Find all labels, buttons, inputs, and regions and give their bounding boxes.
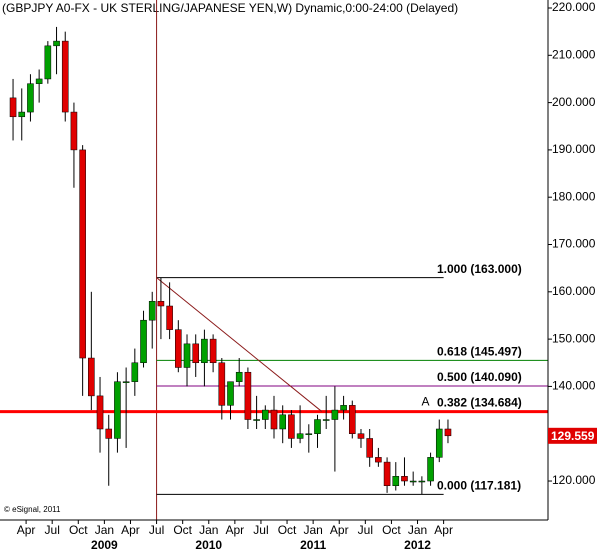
trend-line — [156, 277, 323, 412]
candle-body — [209, 338, 217, 364]
candle-body — [322, 419, 330, 421]
candle-body — [235, 371, 243, 382]
candle-body — [175, 329, 182, 368]
candle-body — [61, 40, 69, 113]
candle-body — [444, 428, 452, 437]
candle-body — [35, 78, 43, 84]
candle-body — [166, 305, 173, 330]
candle-body — [70, 111, 78, 151]
y-tick-label: 220.000 — [552, 0, 596, 14]
y-tick-label: 120.000 — [552, 473, 596, 487]
x-tick-label: Jan — [95, 523, 114, 537]
y-tick-label: 200.000 — [552, 95, 596, 109]
candle-body — [218, 362, 226, 406]
candle-body — [192, 343, 200, 364]
y-tick-label: 210.000 — [552, 47, 596, 61]
candle-body — [270, 409, 278, 430]
candle-body — [96, 395, 104, 430]
last-price-box — [548, 427, 597, 444]
y-tick-label: 170.000 — [552, 237, 596, 251]
candle-body — [357, 433, 365, 439]
candle-body — [131, 362, 139, 382]
level-label: 1.000 (163.000) — [437, 262, 522, 276]
x-tick-label: Jul — [358, 523, 373, 537]
candle-body — [183, 343, 191, 368]
candle-body — [27, 83, 34, 113]
candle-body — [288, 414, 295, 439]
candle-body — [253, 419, 260, 421]
x-tick-label: Oct — [382, 523, 401, 537]
x-tick-label: Apr — [226, 523, 245, 537]
year-label: 2012 — [404, 538, 431, 552]
candle-body — [392, 476, 400, 487]
candle-body — [105, 428, 113, 439]
candle-body — [157, 301, 165, 307]
x-tick-label: Jan — [303, 523, 322, 537]
level-label: 0.000 (117.181) — [437, 479, 521, 493]
candle-body — [88, 357, 95, 397]
y-tick-label: 150.000 — [552, 331, 596, 345]
candle-body — [262, 409, 269, 420]
last-price-label: 129.559 — [551, 429, 595, 443]
y-tick-label: 140.000 — [552, 379, 596, 393]
y-tick-label: 190.000 — [552, 142, 596, 156]
candle-body — [296, 433, 304, 439]
candle-body — [148, 301, 156, 321]
year-label: 2009 — [91, 538, 118, 552]
credit: © eSignal, 2011 — [4, 505, 61, 514]
candle-body — [18, 111, 26, 118]
candle-body — [340, 405, 347, 411]
candle-body — [348, 405, 356, 434]
x-tick-label: Apr — [121, 523, 140, 537]
candle-body — [331, 409, 339, 420]
candle-body — [375, 457, 382, 463]
candle-body — [53, 40, 60, 47]
candle-body — [9, 97, 17, 118]
x-tick-label: Jul — [45, 523, 60, 537]
candle-body — [409, 480, 417, 483]
x-tick-label: Oct — [173, 523, 192, 537]
year-label: 2010 — [195, 538, 222, 552]
level-label: 0.500 (140.090) — [437, 370, 522, 384]
marker-label: A — [422, 395, 430, 409]
y-tick-label: 160.000 — [552, 284, 596, 298]
candle-body — [114, 381, 121, 439]
candle-body — [383, 461, 391, 487]
year-label: 2011 — [300, 538, 326, 552]
candle-body — [44, 45, 52, 80]
x-tick-label: Oct — [69, 523, 88, 537]
candle-body — [279, 414, 286, 430]
x-tick-label: Jul — [149, 523, 164, 537]
x-tick-label: Jul — [253, 523, 268, 537]
candle-body — [244, 371, 252, 420]
x-tick-label: Jan — [199, 523, 218, 537]
candle-body — [366, 438, 373, 458]
x-tick-label: Jan — [408, 523, 427, 537]
candle-body — [314, 419, 321, 434]
level-label: 0.382 (134.684) — [437, 396, 522, 410]
candle-body — [227, 381, 234, 406]
candle-body — [427, 457, 434, 482]
candle-body — [401, 476, 408, 482]
x-tick-label: Apr — [17, 523, 36, 537]
x-tick-label: Apr — [330, 523, 349, 537]
x-tick-label: Apr — [434, 523, 453, 537]
candle-body — [140, 319, 147, 364]
candle-body — [201, 338, 208, 364]
candle-body — [435, 428, 443, 458]
candle-body — [79, 149, 86, 359]
level-label: 0.618 (145.497) — [437, 345, 522, 359]
candle-body — [418, 480, 426, 483]
y-tick-label: 180.000 — [552, 189, 596, 203]
candle-body — [122, 381, 130, 383]
x-tick-label: Oct — [278, 523, 297, 537]
candle-body — [305, 433, 313, 435]
chart-title: (GBPJPY A0-FX - UK STERLING/JAPANESE YEN… — [2, 1, 458, 15]
